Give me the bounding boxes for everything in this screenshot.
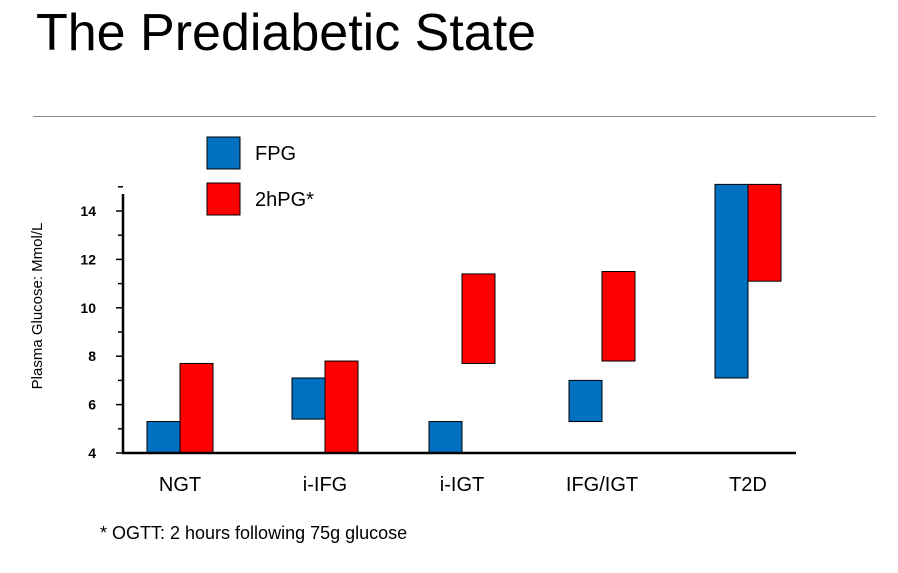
y-tick-label: 6 xyxy=(88,397,96,413)
y-tick-label: 14 xyxy=(80,203,96,219)
2hpg-bar-ifg-igt xyxy=(601,271,636,362)
x-category-label: NGT xyxy=(159,474,201,496)
legend-swatch-fpg xyxy=(206,136,241,170)
legend-swatch-2hpg xyxy=(206,182,241,216)
y-tick-label: 12 xyxy=(80,251,96,267)
slide-title: The Prediabetic State xyxy=(36,4,537,62)
y-tick-label: 8 xyxy=(88,348,96,364)
y-tick-label: 4 xyxy=(88,445,96,461)
x-category-label: i-IFG xyxy=(303,474,347,496)
2hpg-bar-i-ifg xyxy=(324,360,359,454)
x-category-label: T2D xyxy=(729,474,767,496)
y-axis-title: Plasma Glucose: Mmol/L xyxy=(29,223,46,390)
2hpg-bar-ngt xyxy=(179,362,214,454)
y-tick-label: 10 xyxy=(80,300,96,316)
legend-label-2hpg: 2hPG* xyxy=(255,189,314,211)
fpg-bar-t2d xyxy=(714,183,749,379)
2hpg-bar-t2d xyxy=(747,183,782,282)
x-category-label: i-IGT xyxy=(440,474,484,496)
fpg-bar-i-igt xyxy=(428,421,463,454)
footnote: * OGTT: 2 hours following 75g glucose xyxy=(100,523,408,543)
legend-label-fpg: FPG xyxy=(255,143,296,165)
title-divider xyxy=(33,116,876,117)
2hpg-bar-i-igt xyxy=(461,273,496,364)
fpg-bar-ngt xyxy=(146,421,181,454)
fpg-bar-ifg-igt xyxy=(568,379,603,423)
x-category-label: IFG/IGT xyxy=(566,474,638,496)
fpg-bar-i-ifg xyxy=(291,377,326,420)
